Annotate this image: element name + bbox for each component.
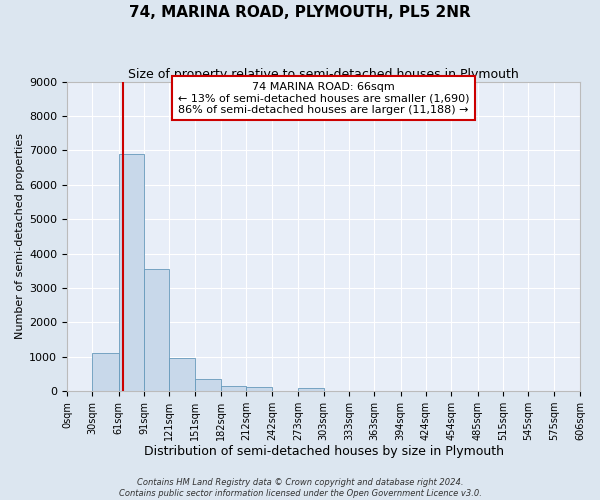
Text: 74, MARINA ROAD, PLYMOUTH, PL5 2NR: 74, MARINA ROAD, PLYMOUTH, PL5 2NR <box>129 5 471 20</box>
Title: Size of property relative to semi-detached houses in Plymouth: Size of property relative to semi-detach… <box>128 68 519 80</box>
Bar <box>119 154 144 391</box>
Bar <box>144 268 169 391</box>
Bar <box>92 352 119 391</box>
Text: 74 MARINA ROAD: 66sqm
← 13% of semi-detached houses are smaller (1,690)
86% of s: 74 MARINA ROAD: 66sqm ← 13% of semi-deta… <box>178 82 469 115</box>
Bar <box>221 386 247 391</box>
Bar <box>169 358 195 391</box>
Bar <box>195 380 221 391</box>
Bar <box>247 388 272 391</box>
Y-axis label: Number of semi-detached properties: Number of semi-detached properties <box>15 134 25 340</box>
Bar <box>298 388 323 391</box>
X-axis label: Distribution of semi-detached houses by size in Plymouth: Distribution of semi-detached houses by … <box>143 444 503 458</box>
Text: Contains HM Land Registry data © Crown copyright and database right 2024.
Contai: Contains HM Land Registry data © Crown c… <box>119 478 481 498</box>
